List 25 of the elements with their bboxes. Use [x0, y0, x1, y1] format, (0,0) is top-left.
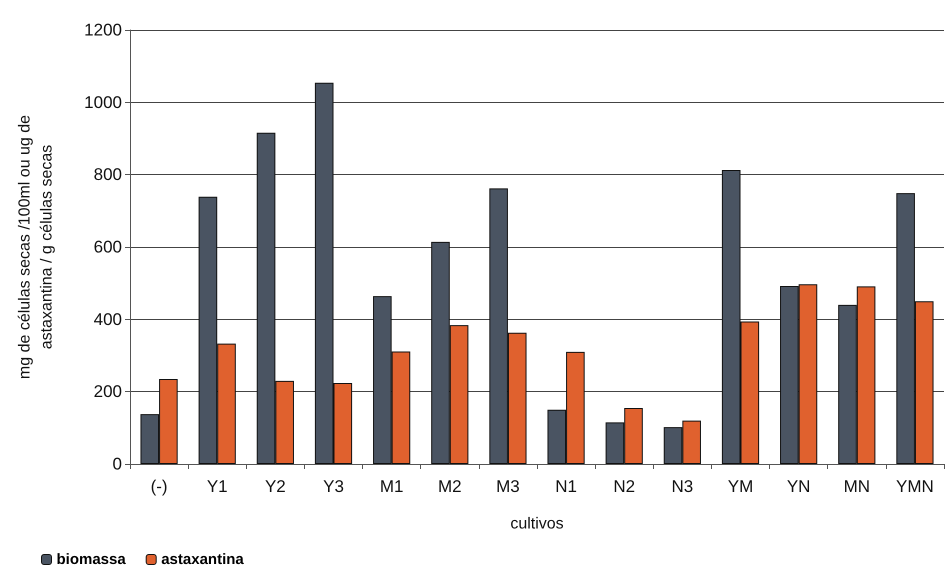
x-tick-label: N1	[555, 477, 577, 496]
x-tick-label: YN	[786, 477, 810, 496]
x-tick-label: Y2	[264, 477, 286, 496]
x-tick-label: Y1	[206, 477, 228, 496]
x-tick-label: M2	[438, 477, 462, 496]
x-tick-label: Y3	[323, 477, 344, 496]
y-tick-label: 600	[94, 238, 122, 256]
x-tick-label: N2	[613, 477, 636, 496]
x-tick-label: YM	[728, 477, 754, 496]
x-tick-label: N3	[671, 477, 694, 496]
y-tick-label: 0	[112, 454, 122, 474]
x-tick-label: M1	[380, 477, 404, 496]
y-axis-title: mg de células secas /100ml ou ug de astaxantina / g células secas	[16, 114, 56, 380]
y-tick-label: 1000	[84, 92, 122, 112]
y-tick-label: 400	[94, 310, 122, 329]
x-axis-title: cultivos	[510, 516, 564, 532]
y-tick-label: 1200	[84, 20, 122, 40]
x-tick-label: YMN	[896, 477, 934, 496]
legend-label: biomassa	[56, 551, 126, 568]
legend-label: astaxantina	[161, 551, 244, 568]
x-tick-label: MN	[844, 477, 870, 496]
y-tick-label: 800	[94, 165, 122, 184]
x-tick-label: M3	[496, 477, 520, 496]
y-tick-label: 200	[94, 382, 122, 402]
x-tick-label: (-)	[150, 477, 168, 496]
